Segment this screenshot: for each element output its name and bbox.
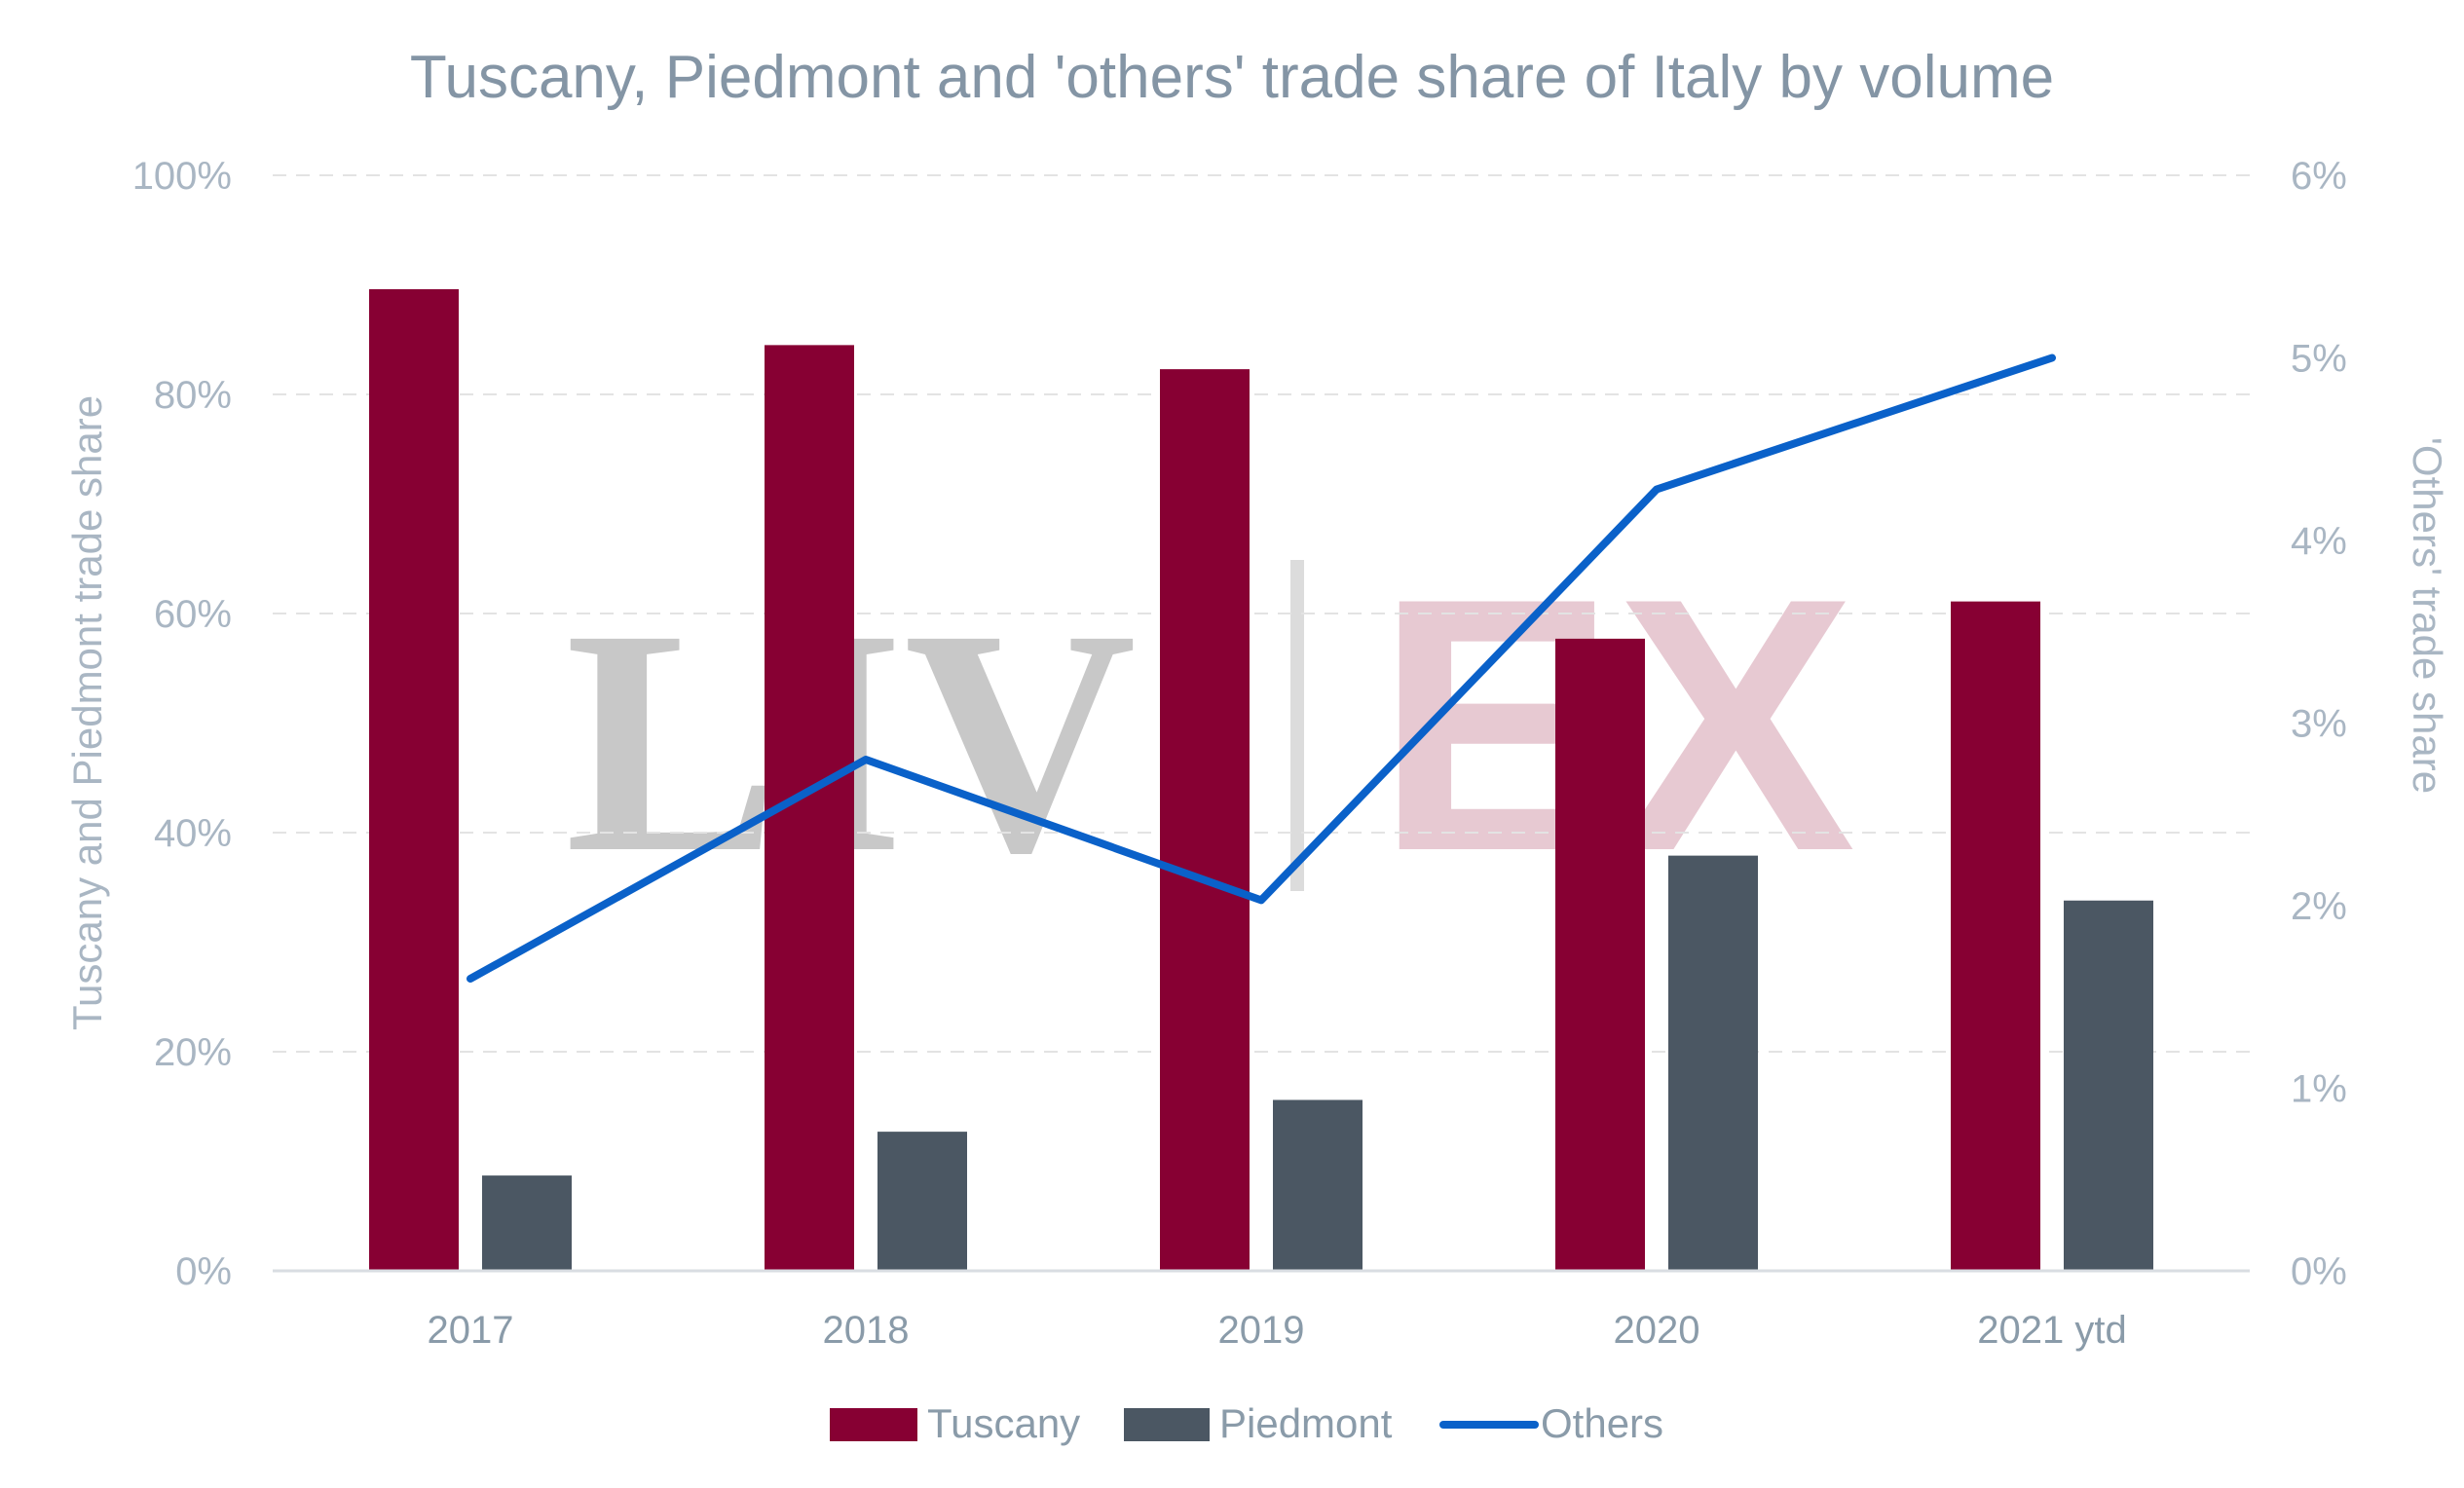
- right-tick-label: 2%: [2291, 885, 2347, 928]
- bars: [369, 289, 2153, 1271]
- chart-title: Tuscany, Piedmont and 'others' trade sha…: [410, 44, 2054, 111]
- right-tick-label: 1%: [2291, 1068, 2347, 1111]
- legend-swatch-piedmont: [1124, 1408, 1210, 1441]
- watermark-divider: [1290, 560, 1304, 891]
- left-tick-label: 40%: [154, 812, 232, 855]
- left-axis-title: Tuscany and Piedmont trade share: [64, 395, 110, 1030]
- legend-item-tuscany: Tuscany: [830, 1400, 1080, 1446]
- bar-piedmont: [482, 1175, 572, 1271]
- right-tick-label: 4%: [2291, 520, 2347, 563]
- right-tick-label: 3%: [2291, 703, 2347, 746]
- left-tick-label: 100%: [132, 155, 232, 198]
- legend-item-others: Others: [1439, 1400, 1663, 1446]
- axes: 0% 20% 40% 60% 80% 100% 0% 1% 2% 3% 4% 5% 6% 2017 2018…: [132, 155, 2347, 1352]
- grid: [273, 174, 2250, 1053]
- bar-tuscany: [369, 289, 459, 1271]
- point-others: [1260, 899, 1262, 902]
- right-tick-label: 5%: [2291, 338, 2347, 381]
- bar-piedmont: [877, 1132, 967, 1271]
- legend-label-tuscany: Tuscany: [927, 1400, 1080, 1446]
- point-others: [2051, 356, 2053, 359]
- legend-item-piedmont: Piedmont: [1124, 1400, 1393, 1446]
- point-others: [469, 978, 471, 980]
- left-tick-label: 60%: [154, 593, 232, 636]
- legend: Tuscany Piedmont Others: [830, 1400, 1663, 1446]
- right-tick-label: 6%: [2291, 155, 2347, 198]
- point-others: [1656, 488, 1658, 491]
- x-tick-label: 2019: [1218, 1309, 1305, 1352]
- left-tick-label: 0%: [175, 1250, 232, 1293]
- legend-swatch-tuscany: [830, 1408, 917, 1441]
- left-tick-label: 80%: [154, 374, 232, 417]
- right-axis-title: 'Others' trade share: [2405, 437, 2450, 794]
- x-tick-label: 2021 ytd: [1977, 1309, 2126, 1352]
- x-tick-label: 2017: [428, 1309, 514, 1352]
- bar-piedmont: [1668, 855, 1758, 1271]
- bar-piedmont: [1273, 1099, 1363, 1271]
- x-tick-label: 2018: [823, 1309, 910, 1352]
- left-tick-label: 20%: [154, 1031, 232, 1074]
- right-tick-label: 0%: [2291, 1250, 2347, 1293]
- point-others: [865, 759, 867, 761]
- legend-label-others: Others: [1541, 1400, 1663, 1446]
- bar-piedmont: [2064, 900, 2153, 1271]
- bar-tuscany: [1951, 601, 2040, 1271]
- legend-label-piedmont: Piedmont: [1219, 1400, 1393, 1446]
- x-tick-label: 2020: [1614, 1309, 1700, 1352]
- bar-tuscany: [1555, 638, 1645, 1271]
- bar-tuscany: [1160, 369, 1250, 1271]
- others-line-layer: [467, 353, 2056, 983]
